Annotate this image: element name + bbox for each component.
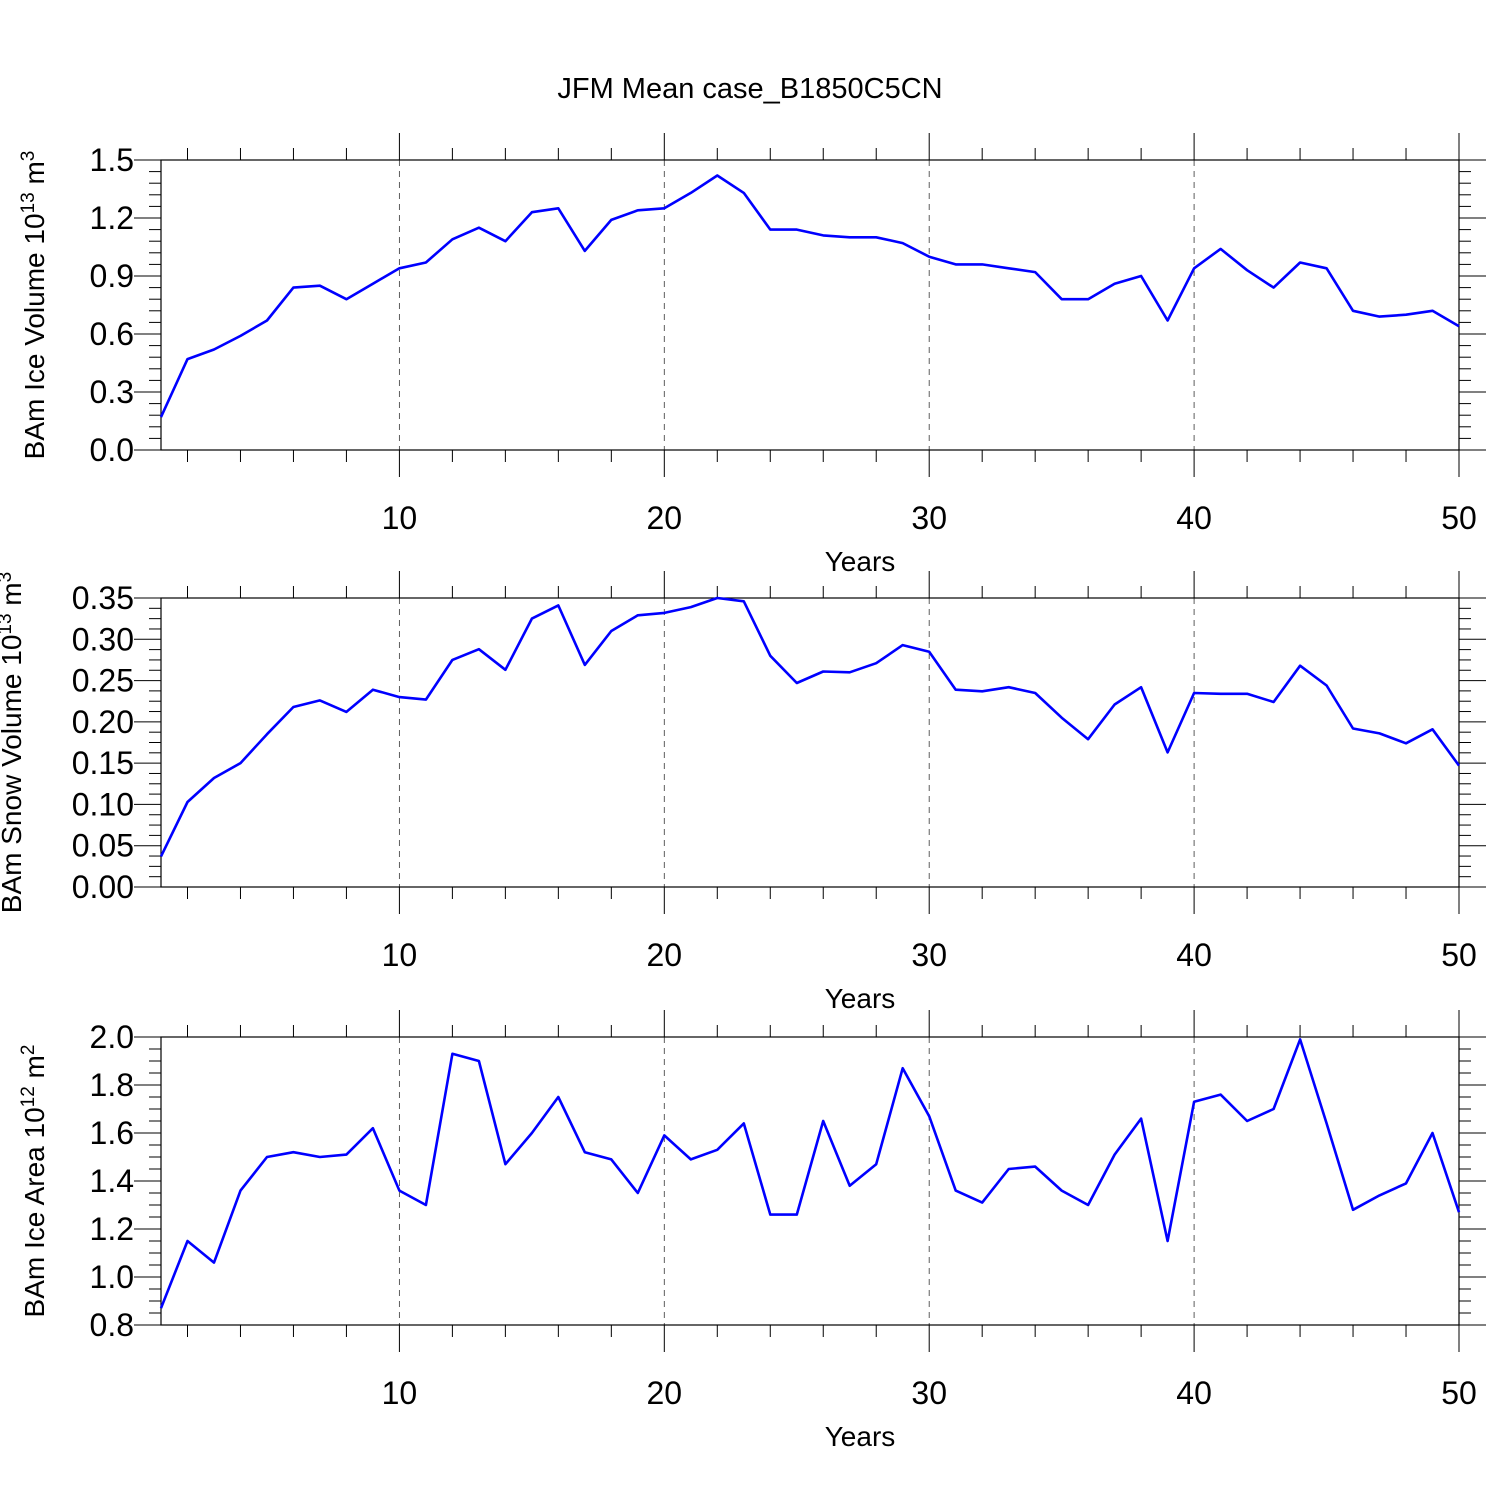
panel3-y-axis-title-exponent: 12 — [18, 1086, 39, 1107]
panel1-x-tick-label: 10 — [382, 500, 418, 536]
panel3-x-tick-label: 50 — [1441, 1375, 1477, 1411]
panel3-y-tick-label: 0.8 — [90, 1307, 134, 1343]
panel2-y-axis-title-unit-exponent: 3 — [0, 572, 16, 583]
panel2-y-axis-title-unit: m — [0, 582, 27, 613]
panel1-y-tick-label: 1.5 — [90, 142, 134, 178]
panel3-y-tick-label: 1.6 — [90, 1115, 134, 1151]
panel3-plot-frame — [160, 1036, 1460, 1326]
panel1-x-tick-label: 20 — [647, 500, 683, 536]
panel1-plot-frame — [160, 159, 1460, 451]
panel2-x-tick-label: 50 — [1441, 937, 1477, 973]
panel1-y-tick-label: 0.9 — [90, 258, 134, 294]
panel2-plot-frame — [160, 597, 1460, 888]
panel1-y-tick-label: 0.0 — [90, 432, 134, 468]
panel2-x-tick-label: 30 — [911, 937, 947, 973]
panel3-x-tick-label: 10 — [382, 1375, 418, 1411]
panel3-y-tick-label: 1.0 — [90, 1259, 134, 1295]
panel2-x-tick-label: 10 — [382, 937, 418, 973]
panel1-x-axis-title: Years — [825, 546, 896, 577]
panel3-y-axis-title: BAm Ice Area 1012 m2 — [18, 1045, 51, 1318]
panel2-y-axis-title-main: BAm Snow Volume 10 — [0, 635, 27, 914]
panel1-y-tick-label: 0.6 — [90, 316, 134, 352]
panel3-x-axis-title: Years — [825, 1421, 896, 1452]
panel2-y-tick-label: 0.00 — [72, 869, 134, 905]
panel3-x-tick-label: 40 — [1176, 1375, 1212, 1411]
panel3-y-tick-label: 1.2 — [90, 1211, 134, 1247]
panel1-x-tick-label: 50 — [1441, 500, 1477, 536]
panel2-x-axis-title: Years — [825, 983, 896, 1014]
panel2-y-axis-title: BAm Snow Volume 1013 m3 — [0, 572, 27, 913]
chart-title: JFM Mean case_B1850C5CN — [557, 73, 942, 105]
panel3-x-tick-label: 30 — [911, 1375, 947, 1411]
panel1-x-tick-label: 30 — [911, 500, 947, 536]
panel1-series-line — [159, 174, 1460, 418]
panel2-y-tick-label: 0.20 — [72, 704, 134, 740]
panel2-y-tick-label: 0.05 — [72, 828, 134, 864]
panel1-y-tick-label: 0.3 — [90, 374, 134, 410]
panel1-y-axis-title-unit: m — [19, 161, 50, 192]
panel1-y-axis-title-exponent: 13 — [18, 192, 39, 213]
panel1-y-axis-title-unit-exponent: 3 — [18, 151, 39, 162]
panel2-x-tick-label: 20 — [647, 937, 683, 973]
panel2-x-tick-label: 40 — [1176, 937, 1212, 973]
panel2-y-axis-title-exponent: 13 — [0, 613, 16, 634]
panel3-y-tick-label: 2.0 — [90, 1019, 134, 1055]
panel3-y-tick-label: 1.8 — [90, 1067, 134, 1103]
panel2-y-tick-label: 0.35 — [72, 580, 134, 616]
panel2-y-tick-label: 0.30 — [72, 621, 134, 657]
panel2-y-tick-label: 0.25 — [72, 663, 134, 699]
panel2-series-line — [159, 596, 1461, 857]
panel1-y-axis-title: BAm Ice Volume 1013 m3 — [18, 151, 51, 460]
panel3-y-axis-title-unit: m — [19, 1055, 50, 1086]
panel3-y-axis-title-main: BAm Ice Area 10 — [19, 1107, 50, 1317]
panel3-y-tick-label: 1.4 — [90, 1163, 134, 1199]
panel2-y-tick-label: 0.10 — [72, 786, 134, 822]
panel3-x-tick-label: 20 — [647, 1375, 683, 1411]
panel3-series-line — [159, 1038, 1461, 1309]
panel1-y-tick-label: 1.2 — [90, 200, 134, 236]
panel2-y-tick-label: 0.15 — [72, 745, 134, 781]
panel1-x-tick-label: 40 — [1176, 500, 1212, 536]
panel1-y-axis-title-main: BAm Ice Volume 10 — [19, 213, 50, 459]
panel3-y-axis-title-unit-exponent: 2 — [18, 1045, 39, 1056]
